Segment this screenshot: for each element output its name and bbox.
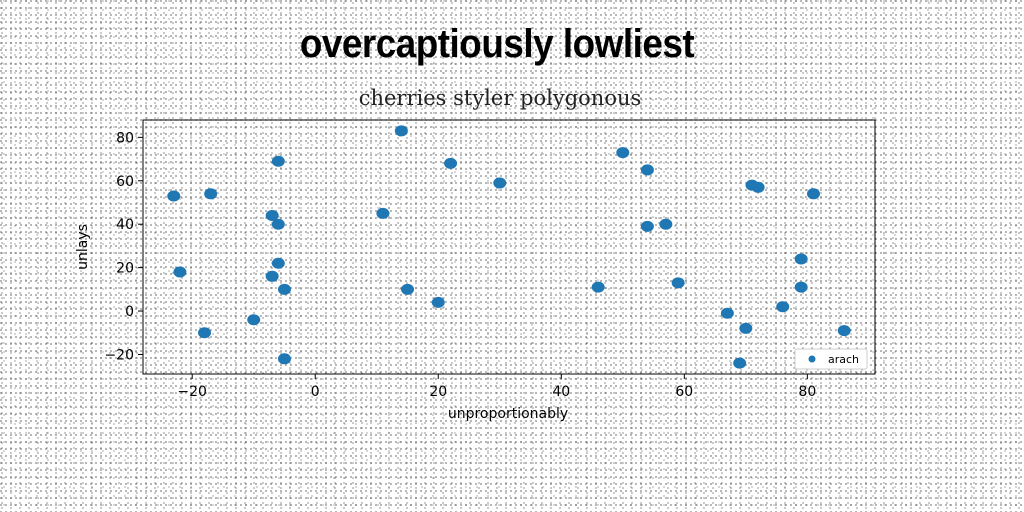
scatter-point <box>794 253 808 265</box>
scatter-point <box>794 281 808 293</box>
scatter-point <box>591 281 605 293</box>
y-axis-label: unlays <box>75 224 91 270</box>
legend-box <box>794 348 868 370</box>
scatter-point <box>277 283 291 295</box>
y-tick-label: 0 <box>125 304 134 320</box>
scatter-point <box>640 164 654 176</box>
scatter-point <box>431 296 445 308</box>
y-axis: −20 0 20 40 60 80 <box>104 130 143 363</box>
scatter-point <box>659 218 673 230</box>
x-tick-label: 20 <box>429 384 447 400</box>
scatter-point <box>640 220 654 232</box>
legend-label: arach <box>828 353 859 366</box>
y-tick-label: 80 <box>116 130 134 146</box>
scatter-point <box>173 266 187 278</box>
scatter-point <box>277 353 291 365</box>
x-tick-label: −20 <box>177 384 207 400</box>
scatter-point <box>401 283 415 295</box>
y-tick-label: 20 <box>116 261 134 277</box>
legend: arach <box>794 348 868 370</box>
scatter-point <box>271 155 285 167</box>
x-axis: −20 0 20 40 60 80 <box>177 374 816 400</box>
x-tick-label: 60 <box>675 384 693 400</box>
scatter-point <box>394 125 408 137</box>
x-tick-label: 80 <box>798 384 816 400</box>
scatter-point <box>167 190 181 202</box>
legend-marker <box>808 355 816 363</box>
scatter-point <box>247 314 261 326</box>
scatter-point <box>776 301 790 313</box>
scatter-point <box>671 277 685 289</box>
chart-title: overcaptiously lowliest <box>299 22 695 66</box>
y-tick-label: 40 <box>116 217 134 233</box>
scatter-point <box>806 188 820 200</box>
y-tick-label: 60 <box>116 174 134 190</box>
scatter-point <box>265 270 279 282</box>
scatter-point <box>739 322 753 334</box>
scatter-point <box>265 210 279 222</box>
x-axis-label: unproportionably <box>448 406 568 422</box>
x-tick-label: 40 <box>552 384 570 400</box>
scatter-point <box>837 325 851 337</box>
scatter-point <box>733 357 747 369</box>
scatter-point <box>751 181 765 193</box>
scatter-point <box>616 147 630 159</box>
scatter-point <box>376 207 390 219</box>
scatter-point <box>493 177 507 189</box>
x-tick-label: 0 <box>311 384 320 400</box>
scatter-point <box>271 218 285 230</box>
plot-area <box>142 119 876 375</box>
y-tick-label: −20 <box>104 347 134 363</box>
scatter-point <box>204 188 218 200</box>
scatter-point <box>198 327 212 339</box>
chart-subtitle: cherries styler polygonous <box>358 86 642 110</box>
scatter-point <box>720 307 734 319</box>
scatter-point <box>444 157 458 169</box>
data-points <box>167 125 851 369</box>
scatter-point <box>271 257 285 269</box>
